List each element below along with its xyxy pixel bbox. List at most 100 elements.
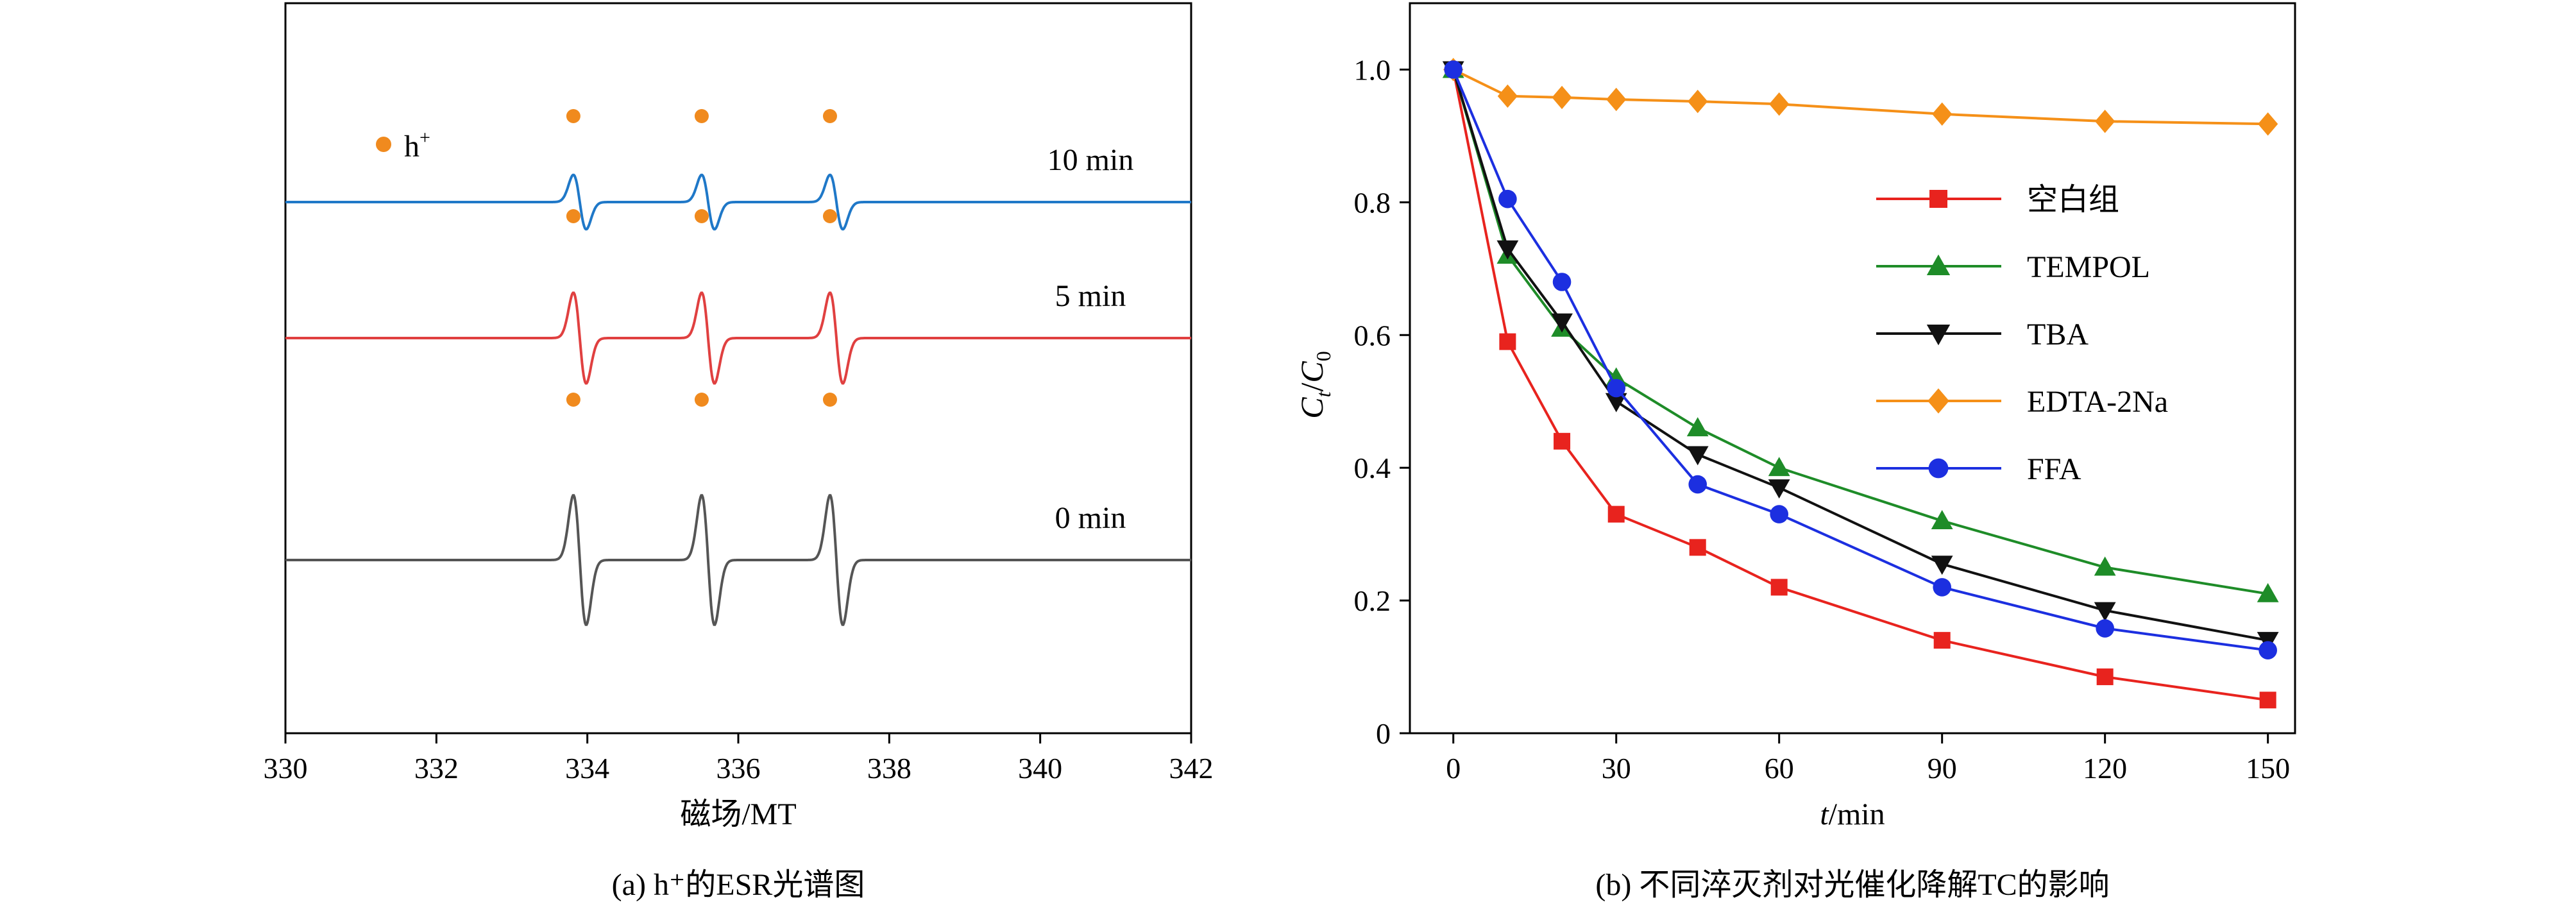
data-point-ffa <box>1498 189 1517 208</box>
data-point-ffa <box>1770 505 1789 523</box>
data-point-x <box>1499 333 1516 350</box>
esr-curve-label-10-min: 10 min <box>1047 143 1134 177</box>
data-point-x <box>2096 668 2114 686</box>
esr-curve-label-0-min: 0 min <box>1055 501 1126 535</box>
panel-a-x-tick-label: 338 <box>867 752 911 785</box>
data-point-ffa <box>1607 378 1626 398</box>
legend-marker-ffa <box>1928 458 1949 479</box>
series-tba <box>1442 61 2279 652</box>
series-line-tempol <box>1452 69 2269 595</box>
panel-b-x-tick-label: 60 <box>1765 752 1794 785</box>
data-point-edta-2na <box>1606 87 1627 112</box>
data-point-edta-2na <box>2095 109 2115 133</box>
panel-b-y-tick-label: 0.8 <box>1354 186 1391 219</box>
data-point-edta-2na <box>1552 85 1572 110</box>
series-ffa <box>1444 60 2277 659</box>
data-point-ffa <box>1688 475 1707 494</box>
panel-a-plot-frame <box>284 2 1192 735</box>
panel-b-plot-frame <box>1409 2 2296 735</box>
data-point-edta-2na <box>2258 112 2278 136</box>
panel-a-x-tick-label: 340 <box>1018 752 1062 785</box>
panel-a-curves: 10 min 5 min 0 min <box>285 109 1191 626</box>
h-plus-peak-marker <box>694 393 709 407</box>
data-point-tempol <box>1931 510 1953 529</box>
data-point-tba <box>1551 313 1573 333</box>
series-line-tba <box>1452 69 2269 642</box>
data-point-edta-2na <box>1769 92 1790 116</box>
h-plus-peak-marker <box>566 393 580 407</box>
panel-b-axes: 0 30 60 90 120 150 0 0.2 0.4 0.6 0.8 1.0 <box>1354 53 2291 785</box>
panel-b-series <box>1442 58 2279 709</box>
data-point-ffa <box>1444 60 1463 79</box>
data-point-tba <box>1496 240 1519 260</box>
panel-b-y-axis-title: Ct/C0 <box>1294 351 1335 419</box>
esr-curve-10-min <box>285 173 1191 231</box>
panel-b-y-tick-label: 0.4 <box>1354 452 1391 484</box>
panel-a-legend: h+ <box>376 127 430 164</box>
data-point-x <box>2259 692 2276 709</box>
h-plus-peak-marker <box>694 109 709 123</box>
data-point-tempol <box>1768 457 1790 477</box>
series-line-edta-2na <box>1452 68 2268 126</box>
panel-b-x-tick-label: 120 <box>2083 752 2127 785</box>
legend-label-tempol: TEMPOL <box>2027 250 2150 284</box>
legend-h-plus-label: h+ <box>404 127 430 164</box>
data-point-tba <box>1605 393 1627 412</box>
data-point-tempol <box>2094 556 2116 576</box>
legend-marker-x <box>1929 190 1947 208</box>
panel-a-x-tick-label: 330 <box>264 752 308 785</box>
panel-b-x-tick-label: 30 <box>1602 752 1631 785</box>
h-plus-peak-marker <box>566 109 580 123</box>
data-point-tempol <box>2257 582 2279 602</box>
panel-b-degradation-chart: 0 30 60 90 120 150 0 0.2 0.4 0.6 0.8 1.0 空白组 TEMPOL T… <box>1294 2 2296 902</box>
data-point-tba <box>2094 602 2116 622</box>
legend-label-tba: TBA <box>2027 318 2089 352</box>
data-point-ffa <box>2258 641 2277 659</box>
data-point-x <box>1689 539 1706 556</box>
data-point-edta-2na <box>1688 89 1708 114</box>
legend-label-edta-2na: EDTA-2Na <box>2027 385 2168 419</box>
data-point-ffa <box>1933 578 1951 597</box>
panel-a-x-axis: 330 332 334 336 338 340 342 <box>264 733 1214 785</box>
legend-label-x: 空白组 <box>2027 183 2119 217</box>
panel-b-y-tick-label: 0.2 <box>1354 584 1391 617</box>
series-line-ffa <box>1452 69 2268 652</box>
panel-b-x-axis-title: t/min <box>1820 797 1885 831</box>
data-point-tba <box>1686 446 1709 466</box>
h-plus-peak-marker <box>822 109 837 123</box>
data-point-tba <box>1931 556 1953 575</box>
panel-b-x-tick-label: 0 <box>1446 752 1461 785</box>
data-point-x <box>1933 632 1951 649</box>
h-plus-peak-marker <box>822 209 837 223</box>
data-point-x <box>1607 505 1625 523</box>
data-point-ffa <box>2096 619 2114 638</box>
panel-b-x-tick-label: 150 <box>2246 752 2290 785</box>
panel-b-y-tick-label: 0.6 <box>1354 319 1391 352</box>
data-point-x <box>1554 432 1571 450</box>
legend-marker-tempol <box>1926 254 1951 275</box>
panel-a-caption: (a) h⁺的ESR光谱图 <box>612 868 865 902</box>
legend-marker-tba <box>1926 325 1951 346</box>
h-plus-peak-marker <box>694 209 709 223</box>
data-point-tba <box>1768 479 1790 499</box>
data-point-tempol <box>1686 417 1709 437</box>
data-point-x <box>1770 579 1788 596</box>
h-plus-peak-marker <box>822 393 837 407</box>
panel-b-legend: 空白组 TEMPOL TBA EDTA-2Na FFA <box>1876 183 2168 486</box>
esr-curve-5-min <box>285 291 1191 385</box>
panel-a-esr-chart: 10 min 5 min 0 min 330 332 334 336 338 340 342 h… <box>264 2 1214 902</box>
panel-a-x-axis-title: 磁场/MT <box>680 797 796 831</box>
data-point-edta-2na <box>1497 84 1518 108</box>
panel-a-x-tick-label: 342 <box>1169 752 1214 785</box>
esr-curve-0-min <box>285 494 1191 626</box>
legend-marker-edta-2na <box>1928 388 1949 414</box>
esr-curve-label-5-min: 5 min <box>1055 279 1126 313</box>
panel-a-x-tick-label: 336 <box>716 752 761 785</box>
panel-b-caption: (b) 不同淬灭剂对光催化降解TC的影响 <box>1595 868 2109 902</box>
h-plus-peak-marker <box>566 209 580 223</box>
panel-a-x-tick-label: 332 <box>414 752 459 785</box>
panel-a-x-tick-label: 334 <box>565 752 609 785</box>
panel-b-y-tick-label: 1.0 <box>1354 53 1391 86</box>
legend-h-plus-marker <box>376 137 391 152</box>
